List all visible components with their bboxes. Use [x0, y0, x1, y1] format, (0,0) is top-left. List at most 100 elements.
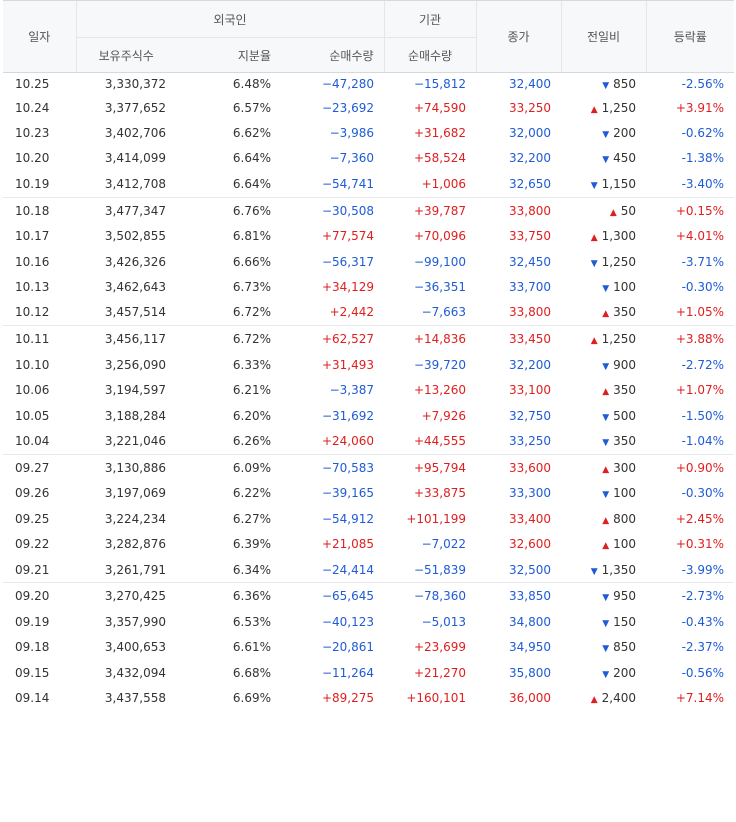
holdings-cell: 3,432,094: [104, 665, 166, 680]
change-value: 50: [620, 203, 637, 218]
change-value: 2,400: [601, 691, 637, 706]
share-ratio-cell: 6.57%: [232, 100, 271, 115]
share-ratio-cell: 6.68%: [232, 665, 271, 680]
change-cell: ▼ 1,150: [561, 171, 646, 197]
foreign-net-cell: −7,360: [329, 151, 375, 166]
close-price-cell: 33,450: [476, 325, 562, 353]
close-price-cell: 36,000: [509, 691, 552, 706]
rate-cell: -3.40%: [681, 176, 725, 191]
inst-net-cell: +160,101: [406, 691, 467, 706]
inst-net-cell: −51,839: [413, 562, 467, 577]
arrow-up-icon: ▲: [590, 104, 598, 115]
close-price-cell: 33,700: [509, 280, 552, 295]
share-ratio-cell: 6.26%: [232, 433, 271, 448]
date-cell: 10.16: [15, 254, 50, 269]
change-value: 800: [613, 511, 637, 526]
arrow-down-icon: ▼: [602, 130, 610, 141]
table-row: 10.10 3,256,090 6.33% +31,493 −39,720 32,200 ▼…: [3, 352, 734, 377]
arrow-down-icon: ▼: [602, 669, 610, 680]
share-ratio-cell: 6.76%: [176, 196, 281, 224]
foreign-net-cell: −3,986: [329, 126, 375, 141]
foreign-net-cell: +2,442: [329, 305, 375, 320]
holdings-cell: 3,462,643: [104, 280, 166, 295]
arrow-down-icon: ▼: [590, 566, 598, 577]
inst-net-cell: +21,270: [413, 665, 467, 680]
change-value: 850: [613, 77, 637, 91]
share-ratio-cell: 6.64%: [232, 151, 271, 166]
share-ratio-cell: 6.48%: [232, 77, 271, 91]
inst-net-cell: −39,720: [413, 357, 467, 372]
share-ratio-cell: 6.09%: [176, 453, 281, 481]
change-value: 1,350: [601, 562, 637, 577]
holdings-cell: 3,282,876: [104, 537, 166, 552]
rate-cell: -0.30%: [681, 486, 725, 501]
change-value: 100: [613, 486, 637, 501]
change-cell: ▼ 850: [561, 73, 646, 96]
date-cell: 10.06: [15, 383, 50, 398]
arrow-down-icon: ▼: [602, 490, 610, 501]
change-cell: ▲ 1,250: [561, 325, 647, 353]
holdings-cell: 3,330,372: [104, 77, 166, 91]
header-rate: 등락률: [645, 0, 735, 73]
foreign-net-cell: −20,861: [321, 640, 375, 655]
holdings-cell: 3,261,791: [104, 562, 166, 577]
header-share-ratio: 지분율: [176, 37, 281, 73]
close-price-cell: 33,100: [509, 383, 552, 398]
foreign-net-cell: +24,060: [321, 433, 375, 448]
arrow-up-icon: ▲: [602, 464, 610, 475]
change-cell: ▲ 1,250: [561, 95, 646, 120]
date-cell: 09.14: [15, 691, 50, 706]
foreign-net-cell: −24,414: [321, 562, 375, 577]
rate-cell: -2.56%: [681, 77, 725, 91]
date-cell: 09.22: [15, 537, 50, 552]
change-value: 1,250: [601, 100, 637, 115]
holdings-cell: 3,197,069: [104, 486, 166, 501]
share-ratio-cell: 6.21%: [232, 383, 271, 398]
foreign-net-cell: −3,387: [329, 383, 375, 398]
close-price-cell: 33,250: [509, 100, 552, 115]
rate-cell: +3.91%: [675, 100, 725, 115]
change-cell: ▼ 100: [561, 274, 646, 299]
date-cell: 10.12: [15, 305, 50, 320]
holdings-cell: 3,221,046: [104, 433, 166, 448]
foreign-net-cell: −54,741: [321, 176, 375, 191]
rate-cell: -0.43%: [681, 614, 725, 629]
change-cell: ▼ 100: [561, 481, 646, 506]
rate-cell: -0.62%: [681, 126, 725, 141]
rate-cell: -1.38%: [681, 151, 725, 166]
inst-net-cell: −15,812: [413, 77, 467, 91]
share-ratio-cell: 6.33%: [232, 357, 271, 372]
inst-net-cell: +58,524: [413, 151, 467, 166]
change-value: 500: [613, 408, 637, 423]
rate-cell: +0.31%: [675, 537, 725, 552]
share-ratio-cell: 6.36%: [176, 582, 281, 610]
foreign-net-cell: +89,275: [321, 691, 375, 706]
inst-net-cell: +33,875: [413, 486, 467, 501]
date-cell: 10.18: [3, 196, 76, 224]
close-price-cell: 32,650: [509, 176, 552, 191]
header-holdings: 보유주식수: [75, 37, 176, 73]
table-row: 09.21 3,261,791 6.34% −24,414 −51,839 32,500 ▼…: [3, 557, 734, 583]
share-ratio-cell: 6.61%: [232, 640, 271, 655]
arrow-up-icon: ▲: [590, 233, 598, 244]
arrow-down-icon: ▼: [602, 361, 610, 372]
change-value: 350: [613, 433, 637, 448]
table-row: 09.15 3,432,094 6.68% −11,264 +21,270 35,800 ▼…: [3, 660, 734, 685]
date-cell: 10.11: [3, 325, 76, 353]
inst-net-cell: +23,699: [413, 640, 467, 655]
share-ratio-cell: 6.34%: [232, 562, 271, 577]
change-cell: ▼ 150: [561, 609, 646, 634]
change-cell: ▲ 1,300: [561, 224, 646, 249]
table-row: 10.06 3,194,597 6.21% −3,387 +13,260 33,100 ▲ 3…: [3, 378, 734, 403]
arrow-up-icon: ▲: [609, 207, 617, 218]
investor-trading-table: 일자 외국인 기관 종가 전일비 등락률 보유주식수 지분율 순매수량 순매수량…: [3, 0, 735, 711]
table-row: 09.18 3,400,653 6.61% −20,861 +23,699 34,950 ▼…: [3, 635, 734, 660]
table-row: 10.05 3,188,284 6.20% −31,692 +7,926 32,750 ▼ 5…: [3, 403, 734, 428]
holdings-cell: 3,377,652: [104, 100, 166, 115]
inst-net-cell: −36,351: [413, 280, 467, 295]
date-cell: 10.13: [15, 280, 50, 295]
inst-net-cell: −99,100: [413, 254, 467, 269]
close-price-cell: 32,200: [509, 151, 552, 166]
change-value: 450: [613, 151, 637, 166]
rate-cell: -3.71%: [681, 254, 725, 269]
